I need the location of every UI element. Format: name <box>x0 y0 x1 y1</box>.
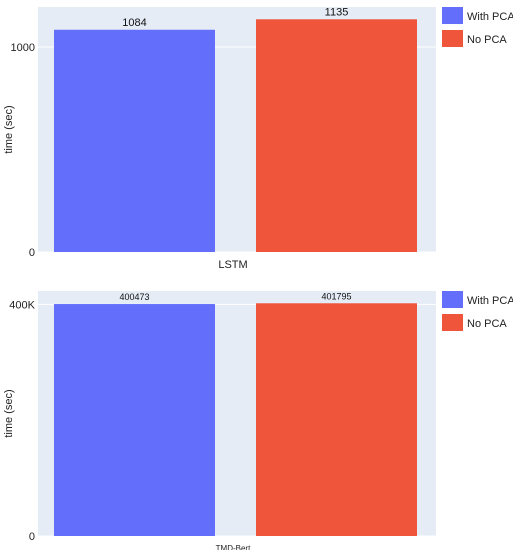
y-tick-label: 0 <box>29 531 35 543</box>
x-category-label: LSTM <box>218 259 247 271</box>
bar-with-pca <box>54 304 215 536</box>
data-label: 1135 <box>325 6 349 18</box>
x-category-label: TMD-Bert <box>216 544 251 550</box>
data-label: 401795 <box>321 291 351 301</box>
bar-no-pca <box>256 303 417 536</box>
legend-entry: With PCA <box>467 295 513 307</box>
legend-swatch <box>442 314 463 331</box>
y-tick-label: 400K <box>9 299 35 311</box>
data-label: 400473 <box>119 292 149 302</box>
chart-panel-2: 400473 401795 0 400K time (sec) TMD-Bert With … <box>3 291 513 550</box>
legend-entry: No PCA <box>467 34 507 46</box>
legend-swatch <box>442 291 463 308</box>
y-axis-title: time (sec) <box>3 389 15 437</box>
chart-panel-1: 1084 1135 0 1000 time (sec) LSTM With PCA No PC… <box>3 6 513 271</box>
y-axis-title: time (sec) <box>3 105 15 153</box>
legend-swatch <box>442 7 463 24</box>
y-tick-label: 0 <box>29 247 35 259</box>
legend-entry: No PCA <box>467 318 507 330</box>
data-label: 1084 <box>122 17 146 29</box>
bar-no-pca <box>256 19 417 252</box>
bar-with-pca <box>54 29 215 252</box>
legend-swatch <box>442 30 463 47</box>
y-tick-label: 1000 <box>11 42 35 54</box>
legend-entry: With PCA <box>467 11 513 23</box>
